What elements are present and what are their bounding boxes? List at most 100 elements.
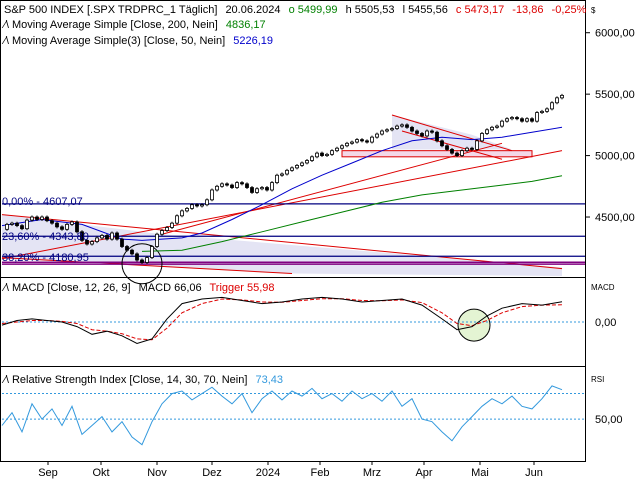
x-tick-label: Jun <box>525 467 543 479</box>
ma200-value: 4836,17 <box>226 19 266 31</box>
candle-body <box>510 117 514 120</box>
candle-body <box>545 108 549 112</box>
candle-body <box>265 187 269 191</box>
candle-body <box>30 216 34 221</box>
rsi-icon: ⁄\ <box>1 374 10 386</box>
candle-body <box>395 125 399 129</box>
candle-body <box>40 216 44 220</box>
candle-body <box>105 235 109 240</box>
candle-body <box>220 183 224 187</box>
macd-icon: ⁄\ <box>1 282 10 294</box>
support-zone-box <box>341 150 533 158</box>
candle-body <box>340 145 344 149</box>
trend-line-0 <box>1 214 563 270</box>
rsi-legend: ⁄\ Relative Strength Index [Close, 14, 3… <box>1 374 283 386</box>
date-label: 20.06.2024 <box>225 4 280 16</box>
trend-line-5 <box>401 130 503 160</box>
trend-line-1 <box>1 257 293 275</box>
candle-body <box>440 140 444 147</box>
candle-body <box>100 235 104 239</box>
rsi-tick-label: 50,00 <box>595 414 623 426</box>
candle-body <box>200 204 204 207</box>
candle-body <box>210 189 214 201</box>
candle-body <box>325 153 329 156</box>
candle-body <box>70 221 74 225</box>
candle-body <box>195 204 199 207</box>
rsi-pane-tag: RSI <box>591 375 604 384</box>
candle-body <box>120 238 124 247</box>
candle-body <box>425 130 429 137</box>
candle-body <box>180 210 184 217</box>
candle-body <box>145 257 149 263</box>
candle-body <box>85 239 89 245</box>
candle-body <box>165 227 169 231</box>
candle-body <box>450 149 454 154</box>
currency-label: $ <box>591 6 596 15</box>
candle-body <box>415 130 419 134</box>
candle-body <box>275 174 279 184</box>
candle-body <box>410 126 414 132</box>
candle-body <box>95 237 99 242</box>
candle-body <box>550 102 554 110</box>
candle-body <box>520 118 524 122</box>
candle-body <box>140 259 144 263</box>
candle-body <box>335 147 339 152</box>
x-tick-label: Feb <box>311 467 330 479</box>
candle-body <box>80 231 84 241</box>
macd-pane-tag: MACD <box>591 283 615 292</box>
candle-body <box>250 187 254 193</box>
candle-body <box>235 182 239 188</box>
candle-body <box>110 232 114 240</box>
ma50-legend: ⁄\ Moving Average Simple(3) [Close, 50, … <box>1 35 273 47</box>
candle-body <box>115 232 119 240</box>
open-value: o 5499,99 <box>289 4 338 16</box>
header-line: S&P 500 INDEX [.SPX TRDPRC_1 Täglich] 20… <box>4 4 587 16</box>
candle-body <box>465 147 469 152</box>
rsi-value: 73,43 <box>255 374 283 386</box>
candle-body <box>500 120 504 127</box>
change-pct-value: -0,25% <box>552 4 587 16</box>
candle-body <box>20 225 24 230</box>
fib-0-label: 0,00% - 4607,07 <box>2 196 83 208</box>
symbol-label: S&P 500 INDEX [.SPX TRDPRC_1 Täglich] <box>4 4 217 16</box>
candle-body <box>5 223 9 230</box>
rsi-line <box>1 385 563 446</box>
bottom-highlight-circle <box>121 243 163 285</box>
macd-label: MACD [Close, 12, 26, 9] <box>12 282 131 294</box>
candle-body <box>555 97 559 104</box>
ma200-icon: ⁄\ <box>1 19 10 31</box>
candle-body <box>455 152 459 156</box>
ma50-icon: ⁄\ <box>1 35 10 47</box>
candle-body <box>345 142 349 147</box>
candle-body <box>420 133 424 137</box>
candle-body <box>55 222 59 228</box>
candle-body <box>435 131 439 142</box>
candle-body <box>330 150 334 155</box>
trigger-line <box>1 298 563 341</box>
candle-body <box>130 249 134 255</box>
candle-body <box>350 141 354 144</box>
candle-body <box>560 94 564 99</box>
candle-body <box>245 183 249 188</box>
price-tick-label: 4500,00 <box>595 212 635 224</box>
candle-body <box>230 184 234 188</box>
ma50-value: 5226,19 <box>233 35 273 47</box>
candle-body <box>45 216 49 222</box>
candle-body <box>360 139 364 142</box>
candle-body <box>355 139 359 143</box>
candle-body <box>215 185 219 191</box>
x-tick-label: Mai <box>471 467 489 479</box>
fib-236-label: 23,60% - 4343,80 <box>2 231 89 243</box>
candle-body <box>125 246 129 251</box>
candle-body <box>160 230 164 235</box>
high-value: h 5505,53 <box>346 4 395 16</box>
candle-body <box>65 223 69 230</box>
candle-body <box>75 221 79 233</box>
candle-body <box>255 188 259 193</box>
trend-line-4 <box>391 114 513 152</box>
candle-body <box>370 136 374 143</box>
candle-body <box>155 233 159 247</box>
candle-body <box>150 246 154 258</box>
candle-body <box>515 117 519 120</box>
